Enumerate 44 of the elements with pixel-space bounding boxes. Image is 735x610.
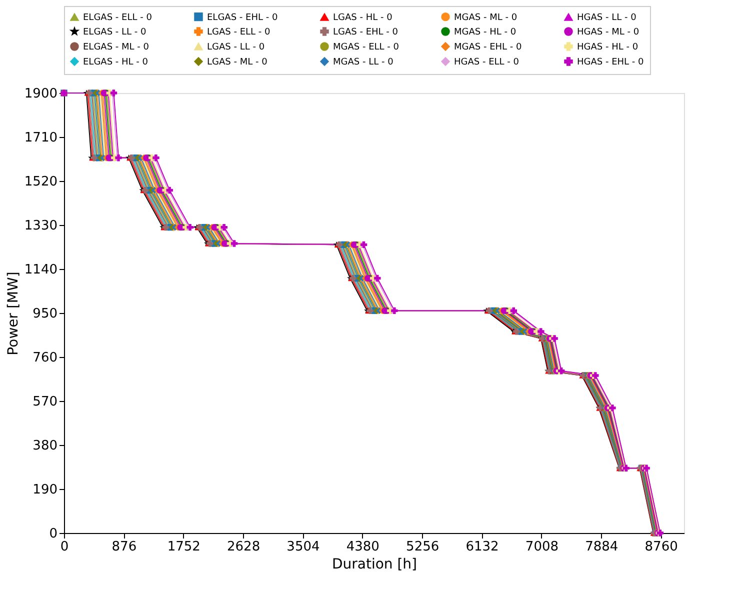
legend-label: MGAS - ML - 0 — [454, 12, 518, 23]
legend-label: MGAS - EHL - 0 — [454, 42, 522, 52]
y-tick-label: 570 — [32, 394, 58, 410]
legend-label: LGAS - ML - 0 — [207, 58, 268, 68]
x-tick-label: 2628 — [227, 540, 260, 554]
x-tick-label: 5256 — [406, 540, 440, 554]
legend-label: HGAS - ELL - 0 — [454, 58, 520, 68]
y-tick-label: 760 — [32, 350, 58, 366]
y-tick-label: 1140 — [24, 262, 58, 278]
x-tick-label: 1752 — [167, 540, 200, 554]
legend-label: HGAS - ML - 0 — [577, 28, 640, 38]
y-tick-label: 190 — [32, 482, 58, 498]
legend-label: HGAS - HL - 0 — [577, 42, 638, 52]
legend-label: ELGAS - EHL - 0 — [207, 12, 278, 23]
x-tick-label: 8760 — [644, 540, 678, 554]
legend-label: ELGAS - HL - 0 — [83, 58, 148, 68]
x-tick-label: 6132 — [466, 540, 499, 554]
legend-label: LGAS - HL - 0 — [333, 13, 393, 24]
legend-label: LGAS - LL - 0 — [207, 42, 265, 52]
y-tick-label: 1900 — [24, 86, 58, 102]
legend-label: ELGAS - ML - 0 — [83, 42, 150, 52]
x-tick-label: 0 — [60, 540, 69, 554]
y-tick-label: 950 — [32, 306, 58, 322]
y-tick-label: 1520 — [24, 174, 58, 190]
y-tick-label: 1710 — [24, 130, 58, 146]
x-tick-label: 7008 — [525, 540, 559, 554]
legend-label: ELGAS - ELL - 0 — [83, 13, 152, 24]
legend-label: LGAS - EHL - 0 — [333, 28, 398, 38]
y-tick-label: 380 — [32, 438, 58, 454]
legend-label: ELGAS - LL - 0 — [83, 28, 147, 38]
y-tick-label: 0 — [49, 526, 58, 542]
x-tick-label: 7884 — [585, 540, 618, 554]
legend-label: MGAS - LL - 0 — [333, 58, 394, 68]
legend-label: HGAS - LL - 0 — [577, 13, 637, 24]
legend-label: MGAS - HL - 0 — [454, 28, 516, 38]
legend-label: LGAS - ELL - 0 — [207, 28, 271, 38]
y-tick-label: 1330 — [24, 218, 58, 234]
x-tick-label: 3504 — [286, 540, 320, 554]
legend-label: HGAS - EHL - 0 — [577, 58, 644, 68]
x-axis-title: Duration [h] — [332, 556, 418, 572]
x-tick-label: 876 — [112, 540, 137, 554]
legend-label: MGAS - ELL - 0 — [333, 42, 400, 52]
x-tick-label: 4380 — [346, 540, 380, 554]
y-axis-title: Power [MW] — [5, 272, 22, 356]
